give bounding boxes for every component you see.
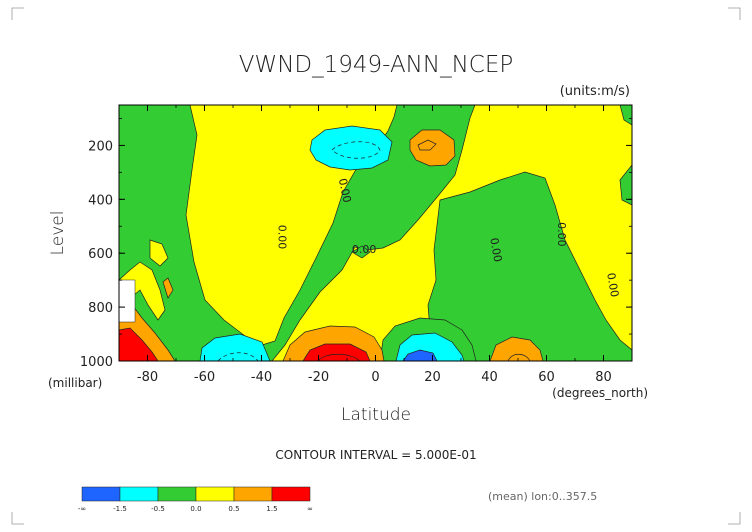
contour-label: 0.00 (336, 177, 354, 204)
chart-title: VWND_1949-ANN_NCEP (239, 52, 514, 78)
colorbar-swatch (271, 486, 311, 502)
units-label: (units:m/s) (560, 84, 630, 99)
contour-labels: 0.00 0.00 0.00 0.00 0.00 0.00 (276, 177, 622, 298)
footer-text: (mean) lon:0..357.5 (488, 490, 597, 503)
field-orange-south-small (162, 277, 174, 299)
field-positive-island-s (149, 239, 169, 267)
x-tick-label: -80 (137, 370, 158, 385)
contour-interval-text: CONTOUR INTERVAL = 5.000E-01 (275, 448, 476, 462)
field-orange-upper (409, 129, 456, 167)
colorbar-tick-label: 0.0 (190, 505, 201, 513)
contour-label: 0.00 (276, 225, 289, 250)
y-tick-label: 1000 (80, 355, 113, 370)
y-axis: 200 400 600 800 1000 (80, 118, 632, 370)
x-tick-label: 20 (424, 370, 441, 385)
colorbar-swatch (81, 486, 121, 502)
colorbar-tick-label: ∞ (307, 505, 313, 513)
field-orange-upper-inner (417, 139, 437, 151)
field-red-equator-inner (317, 353, 361, 361)
colorbar-tick-label: -∞ (78, 505, 86, 513)
y-units-label: (millibar) (48, 376, 102, 390)
colorbar-tick-label: -1.5 (113, 505, 127, 513)
field-negative-band-east (619, 105, 632, 126)
colorbar: -∞ -1.5 -0.5 0.0 0.5 1.5 ∞ (78, 486, 313, 513)
colorbar-tick-label: 1.5 (266, 505, 277, 513)
x-tick-label: 60 (538, 370, 555, 385)
field-negative-band-west (119, 105, 476, 361)
x-tick-label: 40 (481, 370, 498, 385)
crop-marks (11, 7, 741, 525)
x-axis-title: Latitude (341, 405, 411, 425)
x-axis: -80 -60 -40 -20 0 20 40 60 80 (118, 105, 633, 385)
field-negative-band-east2 (619, 164, 632, 206)
field-red-south (119, 327, 159, 361)
contour-label: 0.00 (352, 243, 377, 256)
field-cyan-upper (309, 125, 393, 171)
field-cyan-upper-inner (331, 141, 381, 159)
colorbar-swatch (157, 486, 197, 502)
x-units-label: (degrees_north) (552, 386, 648, 400)
x-tick-label: -20 (308, 370, 329, 385)
x-tick-label: -40 (251, 370, 272, 385)
y-tick-label: 600 (88, 247, 113, 262)
colorbar-swatch (119, 486, 159, 502)
y-tick-label: 800 (88, 301, 113, 316)
field-orange-north (489, 336, 544, 361)
contour-label: 0.00 (487, 237, 504, 263)
colorbar-swatch (195, 486, 235, 502)
y-tick-label: 400 (88, 193, 113, 208)
field-negative-band-north (427, 171, 632, 361)
contour-label: 0.00 (604, 272, 621, 298)
field-cyan-south (199, 333, 271, 361)
x-tick-label: -60 (194, 370, 215, 385)
colorbar-tick-label: 0.5 (228, 505, 239, 513)
field-orange-north-inner (507, 353, 531, 361)
contour-field (119, 105, 632, 361)
x-tick-label: 80 (595, 370, 612, 385)
x-tick-label: 0 (371, 370, 379, 385)
field-blue-center (402, 349, 438, 361)
contour-label: 0.00 (555, 222, 568, 247)
field-green-small (351, 245, 371, 259)
colorbar-tick-label: -0.5 (151, 505, 165, 513)
field-nodata (119, 279, 136, 323)
field-cyan-south-inner (217, 352, 259, 361)
y-tick-label: 200 (88, 139, 113, 154)
y-axis-title: Level (48, 211, 68, 256)
colorbar-swatch (233, 486, 273, 502)
